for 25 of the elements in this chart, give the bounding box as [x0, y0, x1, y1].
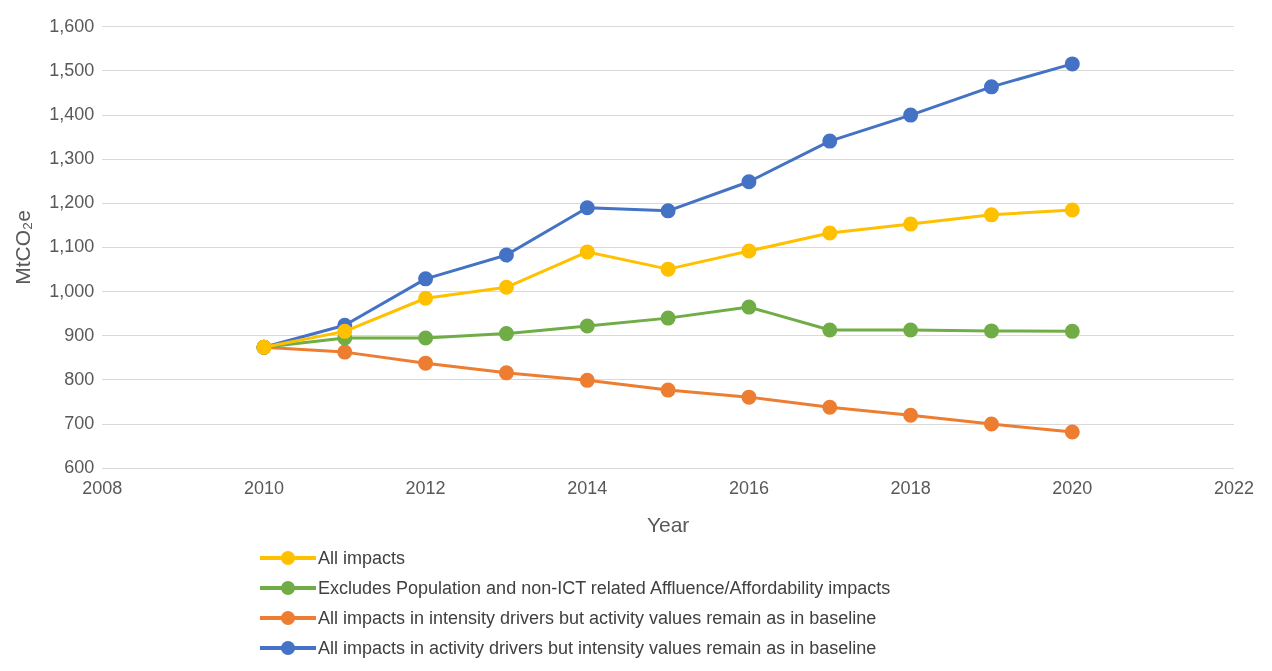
x-tick-label: 2010: [243, 477, 284, 498]
x-tick-label: 2014: [567, 477, 608, 498]
legend-label: All impacts: [318, 547, 406, 569]
y-tick-label: 1,600: [49, 15, 95, 36]
y-tick-label: 1,500: [49, 59, 95, 80]
x-tick-label: 2020: [1052, 477, 1093, 498]
x-tick-label: 2022: [1213, 477, 1254, 498]
x-tick-label: 2018: [890, 477, 931, 498]
y-tick-label: 1,400: [49, 104, 95, 125]
y-tick-label: 1,100: [49, 236, 95, 257]
legend-label: All impacts in intensity drivers but activity values remain as in baseline: [318, 607, 877, 629]
y-tick-label: 1,000: [49, 280, 95, 301]
x-axis-title: Year: [646, 513, 690, 537]
y-tick-label: 1,200: [49, 192, 95, 213]
y-tick-label: 1,300: [49, 148, 95, 169]
y-axis-title: MtCO₂e: [11, 210, 35, 285]
legend-label: Excludes Population and non-ICT related Affluence/Affordability impacts: [318, 577, 891, 599]
y-tick-label: 700: [64, 413, 95, 434]
x-tick-label: 2012: [405, 477, 446, 498]
y-tick-label: 900: [64, 324, 95, 345]
y-tick-label: 600: [64, 457, 95, 478]
x-tick-label: 2008: [82, 477, 123, 498]
y-tick-label: 800: [64, 368, 95, 389]
legend-label: All impacts in activity drivers but intensity values remain as in baseline: [318, 637, 877, 659]
x-tick-label: 2016: [728, 477, 769, 498]
